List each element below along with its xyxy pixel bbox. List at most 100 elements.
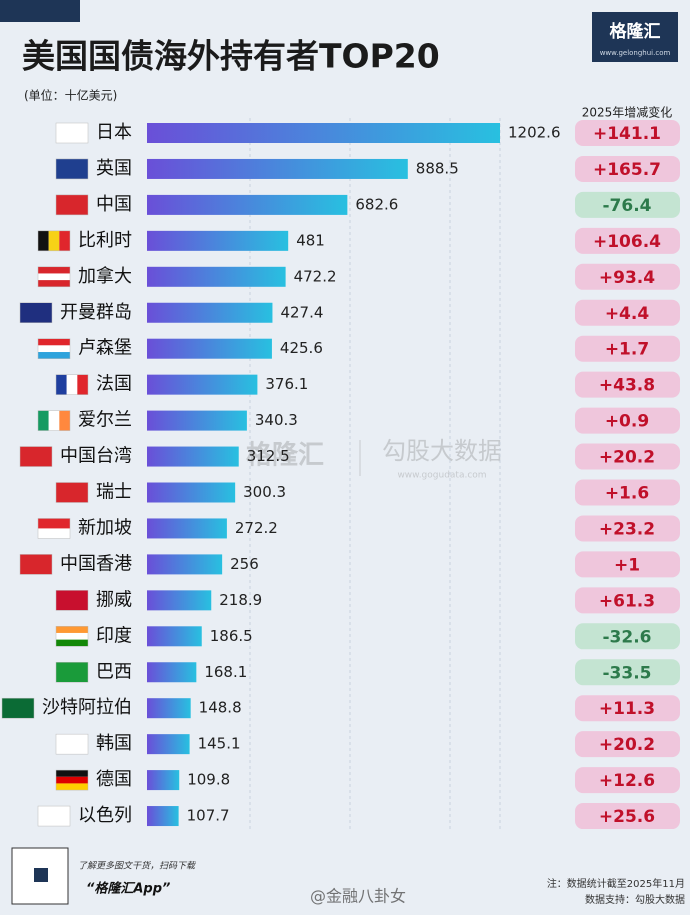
category-label: 法国 bbox=[96, 374, 132, 395]
category-label: 瑞士 bbox=[96, 482, 132, 503]
flag-border bbox=[55, 590, 89, 611]
bar bbox=[147, 590, 212, 611]
flag bbox=[56, 632, 88, 640]
change-label: +25.6 bbox=[599, 807, 655, 827]
watermark: 格隆汇 勾股大数据 www.gogudata.com bbox=[246, 437, 502, 481]
category-label: 中国台湾 bbox=[60, 446, 132, 467]
change-label: +141.1 bbox=[593, 124, 661, 144]
flag bbox=[38, 352, 70, 359]
note: 注：数据统计截至2025年11月 bbox=[547, 877, 685, 890]
flag-border bbox=[55, 733, 89, 755]
change-label: -33.5 bbox=[603, 663, 652, 683]
bar bbox=[147, 194, 348, 215]
value-label: 888.5 bbox=[416, 159, 459, 177]
watermark-data: 勾股大数据 bbox=[382, 437, 502, 465]
flag bbox=[38, 806, 70, 827]
weibo-watermark: @金融八卦女 bbox=[310, 887, 406, 906]
change-label: +20.2 bbox=[599, 448, 655, 468]
value-label: 472.2 bbox=[294, 267, 337, 285]
bar bbox=[147, 698, 191, 719]
value-label: 218.9 bbox=[219, 591, 262, 609]
bar bbox=[147, 770, 180, 791]
flag bbox=[59, 230, 70, 251]
flag bbox=[38, 410, 49, 431]
category-label: 卢森堡 bbox=[78, 338, 132, 359]
change-label: +93.4 bbox=[599, 268, 655, 288]
change-label: +1.6 bbox=[605, 484, 649, 504]
flag bbox=[20, 302, 52, 323]
category-label: 比利时 bbox=[78, 230, 132, 251]
bar bbox=[147, 734, 190, 755]
flag bbox=[77, 374, 88, 395]
change-pill bbox=[575, 587, 680, 614]
flag bbox=[56, 123, 88, 143]
flag-border bbox=[37, 230, 71, 252]
change-pill bbox=[575, 731, 680, 758]
change-pill bbox=[575, 371, 680, 398]
bar bbox=[147, 518, 227, 539]
flag bbox=[38, 338, 70, 346]
value-label: 340.3 bbox=[255, 411, 298, 429]
change-label: -76.4 bbox=[603, 196, 652, 216]
bar bbox=[147, 806, 179, 827]
value-label: 427.4 bbox=[280, 303, 323, 321]
value-label: 109.8 bbox=[187, 771, 230, 789]
flag-border bbox=[19, 554, 53, 575]
flag-border bbox=[55, 374, 89, 395]
flag bbox=[38, 230, 49, 251]
value-label: 272.2 bbox=[235, 519, 278, 537]
change-label: +61.3 bbox=[599, 591, 655, 611]
flag bbox=[56, 374, 67, 395]
bar bbox=[147, 446, 239, 467]
value-label: 256 bbox=[230, 555, 259, 573]
change-pill bbox=[575, 659, 680, 686]
value-label: 300.3 bbox=[243, 483, 286, 501]
flag bbox=[38, 273, 70, 281]
change-pill bbox=[575, 623, 680, 650]
category-label: 韩国 bbox=[96, 733, 132, 754]
flag bbox=[48, 410, 60, 431]
change-pill bbox=[575, 407, 680, 434]
bar bbox=[147, 626, 202, 647]
flag bbox=[56, 770, 88, 777]
flag bbox=[38, 266, 70, 274]
flag-border bbox=[37, 805, 71, 827]
bar bbox=[147, 410, 247, 431]
flag-border bbox=[37, 410, 71, 431]
bar bbox=[147, 554, 223, 575]
corner-block bbox=[0, 0, 80, 22]
bar bbox=[147, 266, 286, 287]
watermark-url: www.gogudata.com bbox=[397, 471, 486, 481]
change-label: +43.8 bbox=[599, 376, 655, 396]
flag-border bbox=[55, 122, 89, 144]
bar bbox=[147, 230, 289, 251]
app: “格隆汇App” bbox=[86, 881, 170, 897]
category-label: 中国香港 bbox=[60, 553, 132, 574]
change-label: +23.2 bbox=[599, 519, 655, 539]
change-label: +165.7 bbox=[593, 160, 661, 180]
title: 美国国债海外持有者TOP20 bbox=[22, 37, 440, 76]
category-label: 以色列 bbox=[78, 805, 132, 826]
value-label: 186.5 bbox=[210, 627, 253, 645]
value-label: 148.8 bbox=[199, 699, 242, 717]
flag-border bbox=[55, 662, 89, 683]
bar bbox=[147, 158, 408, 179]
category-label: 新加坡 bbox=[78, 517, 132, 538]
bar bbox=[147, 338, 272, 359]
change-label: +12.6 bbox=[599, 771, 655, 791]
bar bbox=[147, 123, 500, 143]
flag bbox=[56, 734, 88, 755]
category-label: 开曼群岛 bbox=[60, 302, 132, 323]
flag-border bbox=[55, 626, 89, 647]
category-label: 德国 bbox=[96, 769, 132, 790]
category-label: 巴西 bbox=[96, 661, 132, 682]
change-pill bbox=[575, 299, 680, 326]
flag bbox=[56, 783, 88, 791]
flag bbox=[56, 158, 88, 179]
change-pill bbox=[575, 515, 680, 542]
flag bbox=[56, 482, 88, 503]
value-label: 168.1 bbox=[204, 663, 247, 681]
value-label: 1202.6 bbox=[508, 124, 561, 142]
flag-border bbox=[55, 769, 89, 791]
change-label: +20.2 bbox=[599, 735, 655, 755]
